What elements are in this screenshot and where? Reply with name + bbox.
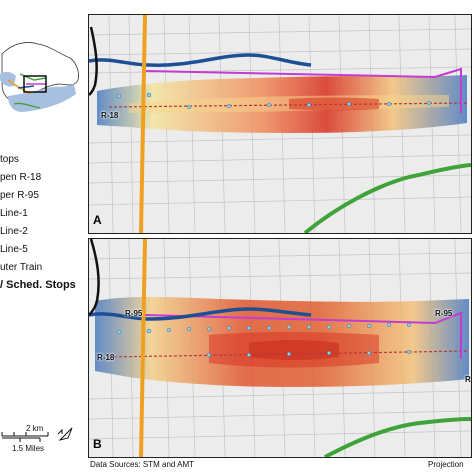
- legend-label: per R-95: [0, 190, 39, 201]
- legend-item-line5: Line-5: [0, 239, 28, 257]
- bus-stops: [116, 92, 432, 110]
- route-r95-line: [144, 311, 462, 359]
- metro-line5-line: [89, 53, 312, 67]
- scale-miles-label: 1.5 Miles: [12, 444, 45, 453]
- legend-title: / Sched. Stops: [0, 279, 76, 291]
- commuter-train-line: [89, 239, 100, 316]
- map-panel-a: R-18 A: [88, 14, 472, 234]
- overview-inset-map: [0, 14, 83, 129]
- route-label-r95-left: R-95: [125, 309, 143, 318]
- metro-line5-line: [89, 307, 312, 321]
- metro-line1-line: [303, 163, 471, 233]
- legend: tops pen R-18 per R-95 Line-1 Line-2 Lin…: [0, 145, 86, 275]
- legend-label: pen R-18: [0, 172, 42, 183]
- legend-label: tops: [0, 154, 19, 165]
- legend-label: Line-1: [0, 208, 28, 219]
- map-panel-b: R-95 R-18 R-95 R B: [88, 238, 472, 458]
- north-arrow-icon: [56, 424, 76, 444]
- route-label-r18: R-18: [101, 111, 119, 120]
- projection-text: Projection: [428, 460, 464, 469]
- commuter-train-line: [89, 26, 98, 96]
- route-r95-line: [144, 67, 462, 113]
- route-label-r18: R-18: [97, 353, 115, 362]
- metro-line2-line: [139, 239, 147, 457]
- legend-item-train: uter Train: [0, 257, 42, 275]
- legend-label: Line-2: [0, 226, 28, 237]
- legend-label: Line-5: [0, 244, 28, 255]
- legend-item-stops: tops: [0, 149, 19, 167]
- panel-letter-b: B: [93, 437, 102, 451]
- route-label-right-bottom: R: [465, 375, 471, 384]
- metro-line1-line: [324, 417, 471, 457]
- route-label-r95-right: R-95: [435, 309, 453, 318]
- panel-letter-a: A: [93, 213, 102, 227]
- data-sources-text: Data Sources: STM and AMT: [90, 460, 195, 469]
- legend-label: uter Train: [0, 262, 43, 273]
- scale-bar: [0, 420, 86, 470]
- bus-stops: [116, 322, 412, 358]
- metro-line2-line: [139, 15, 147, 233]
- study-area-box: [23, 75, 47, 93]
- legend-item-r18: pen R-18: [0, 167, 41, 185]
- legend-item-r95: per R-95: [0, 185, 39, 203]
- scale-km-label: 2 km: [26, 424, 44, 433]
- legend-item-line1: Line-1: [0, 203, 28, 221]
- legend-item-line2: Line-2: [0, 221, 28, 239]
